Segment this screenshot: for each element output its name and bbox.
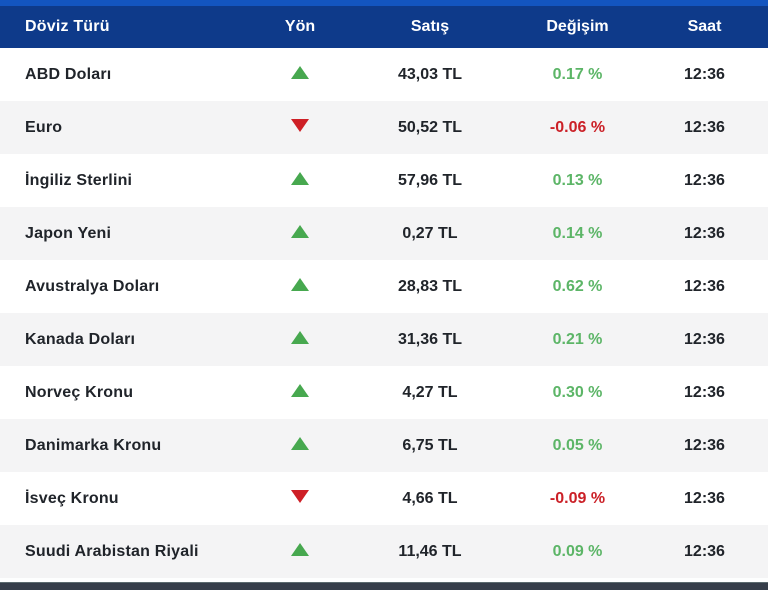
change-percent: 0.30 % [552, 383, 603, 401]
currency-name: Norveç Kronu [25, 383, 134, 401]
change-percent: 0.13 % [552, 171, 603, 189]
table-row: Norveç Kronu 4,27 TL 0.30 % 12:36 [0, 366, 768, 419]
table-row: Danimarka Kronu 6,75 TL 0.05 % 12:36 [0, 419, 768, 472]
update-time: 12:36 [684, 542, 725, 560]
sell-price: 50,52 TL [397, 118, 463, 136]
update-time: 12:36 [684, 277, 725, 295]
currency-name: İngiliz Sterlini [25, 171, 133, 189]
change-percent: 0.17 % [552, 65, 603, 83]
sell-price: 57,96 TL [397, 171, 463, 189]
trend-arrow-icon [291, 277, 309, 291]
direction-cell [240, 118, 360, 137]
update-time: 12:36 [684, 436, 725, 454]
direction-cell [240, 277, 360, 296]
table-row: Suudi Arabistan Riyali 11,46 TL 0.09 % 1… [0, 525, 768, 578]
trend-arrow-icon [291, 224, 309, 238]
update-time: 12:36 [684, 489, 725, 507]
table-row: Euro 50,52 TL -0.06 % 12:36 [0, 101, 768, 154]
sell-price: 43,03 TL [397, 65, 463, 83]
direction-cell [240, 330, 360, 349]
currency-name: Euro [25, 118, 63, 136]
table-row: Avustralya Doları 28,83 TL 0.62 % 12:36 [0, 260, 768, 313]
change-percent: 0.21 % [552, 330, 603, 348]
change-percent: 0.62 % [552, 277, 603, 295]
currency-name: Kanada Doları [25, 330, 136, 348]
table-row: ABD Doları 43,03 TL 0.17 % 12:36 [0, 48, 768, 101]
direction-cell [240, 436, 360, 455]
header-currency-type: Döviz Türü [25, 18, 110, 35]
direction-cell [240, 65, 360, 84]
update-time: 12:36 [684, 118, 725, 136]
sell-price: 31,36 TL [397, 330, 463, 348]
currency-name: Suudi Arabistan Riyali [25, 542, 199, 560]
header-sell-price: Satış [410, 18, 450, 35]
update-time: 12:36 [684, 224, 725, 242]
direction-cell [240, 383, 360, 402]
sell-price: 4,66 TL [402, 489, 458, 507]
direction-cell [240, 171, 360, 190]
currency-name: ABD Doları [25, 65, 112, 83]
direction-cell [240, 224, 360, 243]
header-time: Saat [687, 18, 722, 35]
currency-name: Danimarka Kronu [25, 436, 162, 454]
update-time: 12:36 [684, 171, 725, 189]
trend-arrow-icon [291, 330, 309, 344]
trend-arrow-icon [291, 383, 309, 397]
sell-price: 11,46 TL [398, 542, 462, 560]
sell-price: 4,27 TL [402, 383, 458, 401]
trend-arrow-icon [291, 118, 309, 132]
update-time: 12:36 [684, 383, 725, 401]
table-row: İngiliz Sterlini 57,96 TL 0.13 % 12:36 [0, 154, 768, 207]
update-time: 12:36 [684, 330, 725, 348]
sell-price: 6,75 TL [402, 436, 458, 454]
sell-price: 28,83 TL [397, 277, 463, 295]
top-accent-strip [0, 0, 768, 6]
trend-arrow-icon [291, 171, 309, 185]
table-row: Japon Yeni 0,27 TL 0.14 % 12:36 [0, 207, 768, 260]
table-body: ABD Doları 43,03 TL 0.17 % 12:36 Euro 50… [0, 48, 768, 578]
table-header: Döviz Türü Yön Satış Değişim Saat [0, 6, 768, 48]
trend-arrow-icon [291, 542, 309, 556]
update-time: 12:36 [684, 65, 725, 83]
trend-arrow-icon [291, 65, 309, 79]
header-direction: Yön [284, 18, 316, 35]
trend-arrow-icon [291, 489, 309, 503]
trend-arrow-icon [291, 436, 309, 450]
currency-name: Avustralya Doları [25, 277, 160, 295]
change-percent: 0.05 % [552, 436, 603, 454]
change-percent: -0.06 % [549, 118, 606, 136]
currency-name: Japon Yeni [25, 224, 112, 242]
direction-cell [240, 489, 360, 508]
table-row: Kanada Doları 31,36 TL 0.21 % 12:36 [0, 313, 768, 366]
header-change: Değişim [546, 18, 609, 35]
change-percent: -0.09 % [549, 489, 606, 507]
change-percent: 0.14 % [552, 224, 603, 242]
sell-price: 0,27 TL [402, 224, 458, 242]
table-row: İsveç Kronu 4,66 TL -0.09 % 12:36 [0, 472, 768, 525]
footer-bar-edge [0, 582, 768, 590]
bottom-gap [0, 578, 768, 582]
direction-cell [240, 542, 360, 561]
change-percent: 0.09 % [552, 542, 603, 560]
currency-name: İsveç Kronu [25, 489, 119, 507]
